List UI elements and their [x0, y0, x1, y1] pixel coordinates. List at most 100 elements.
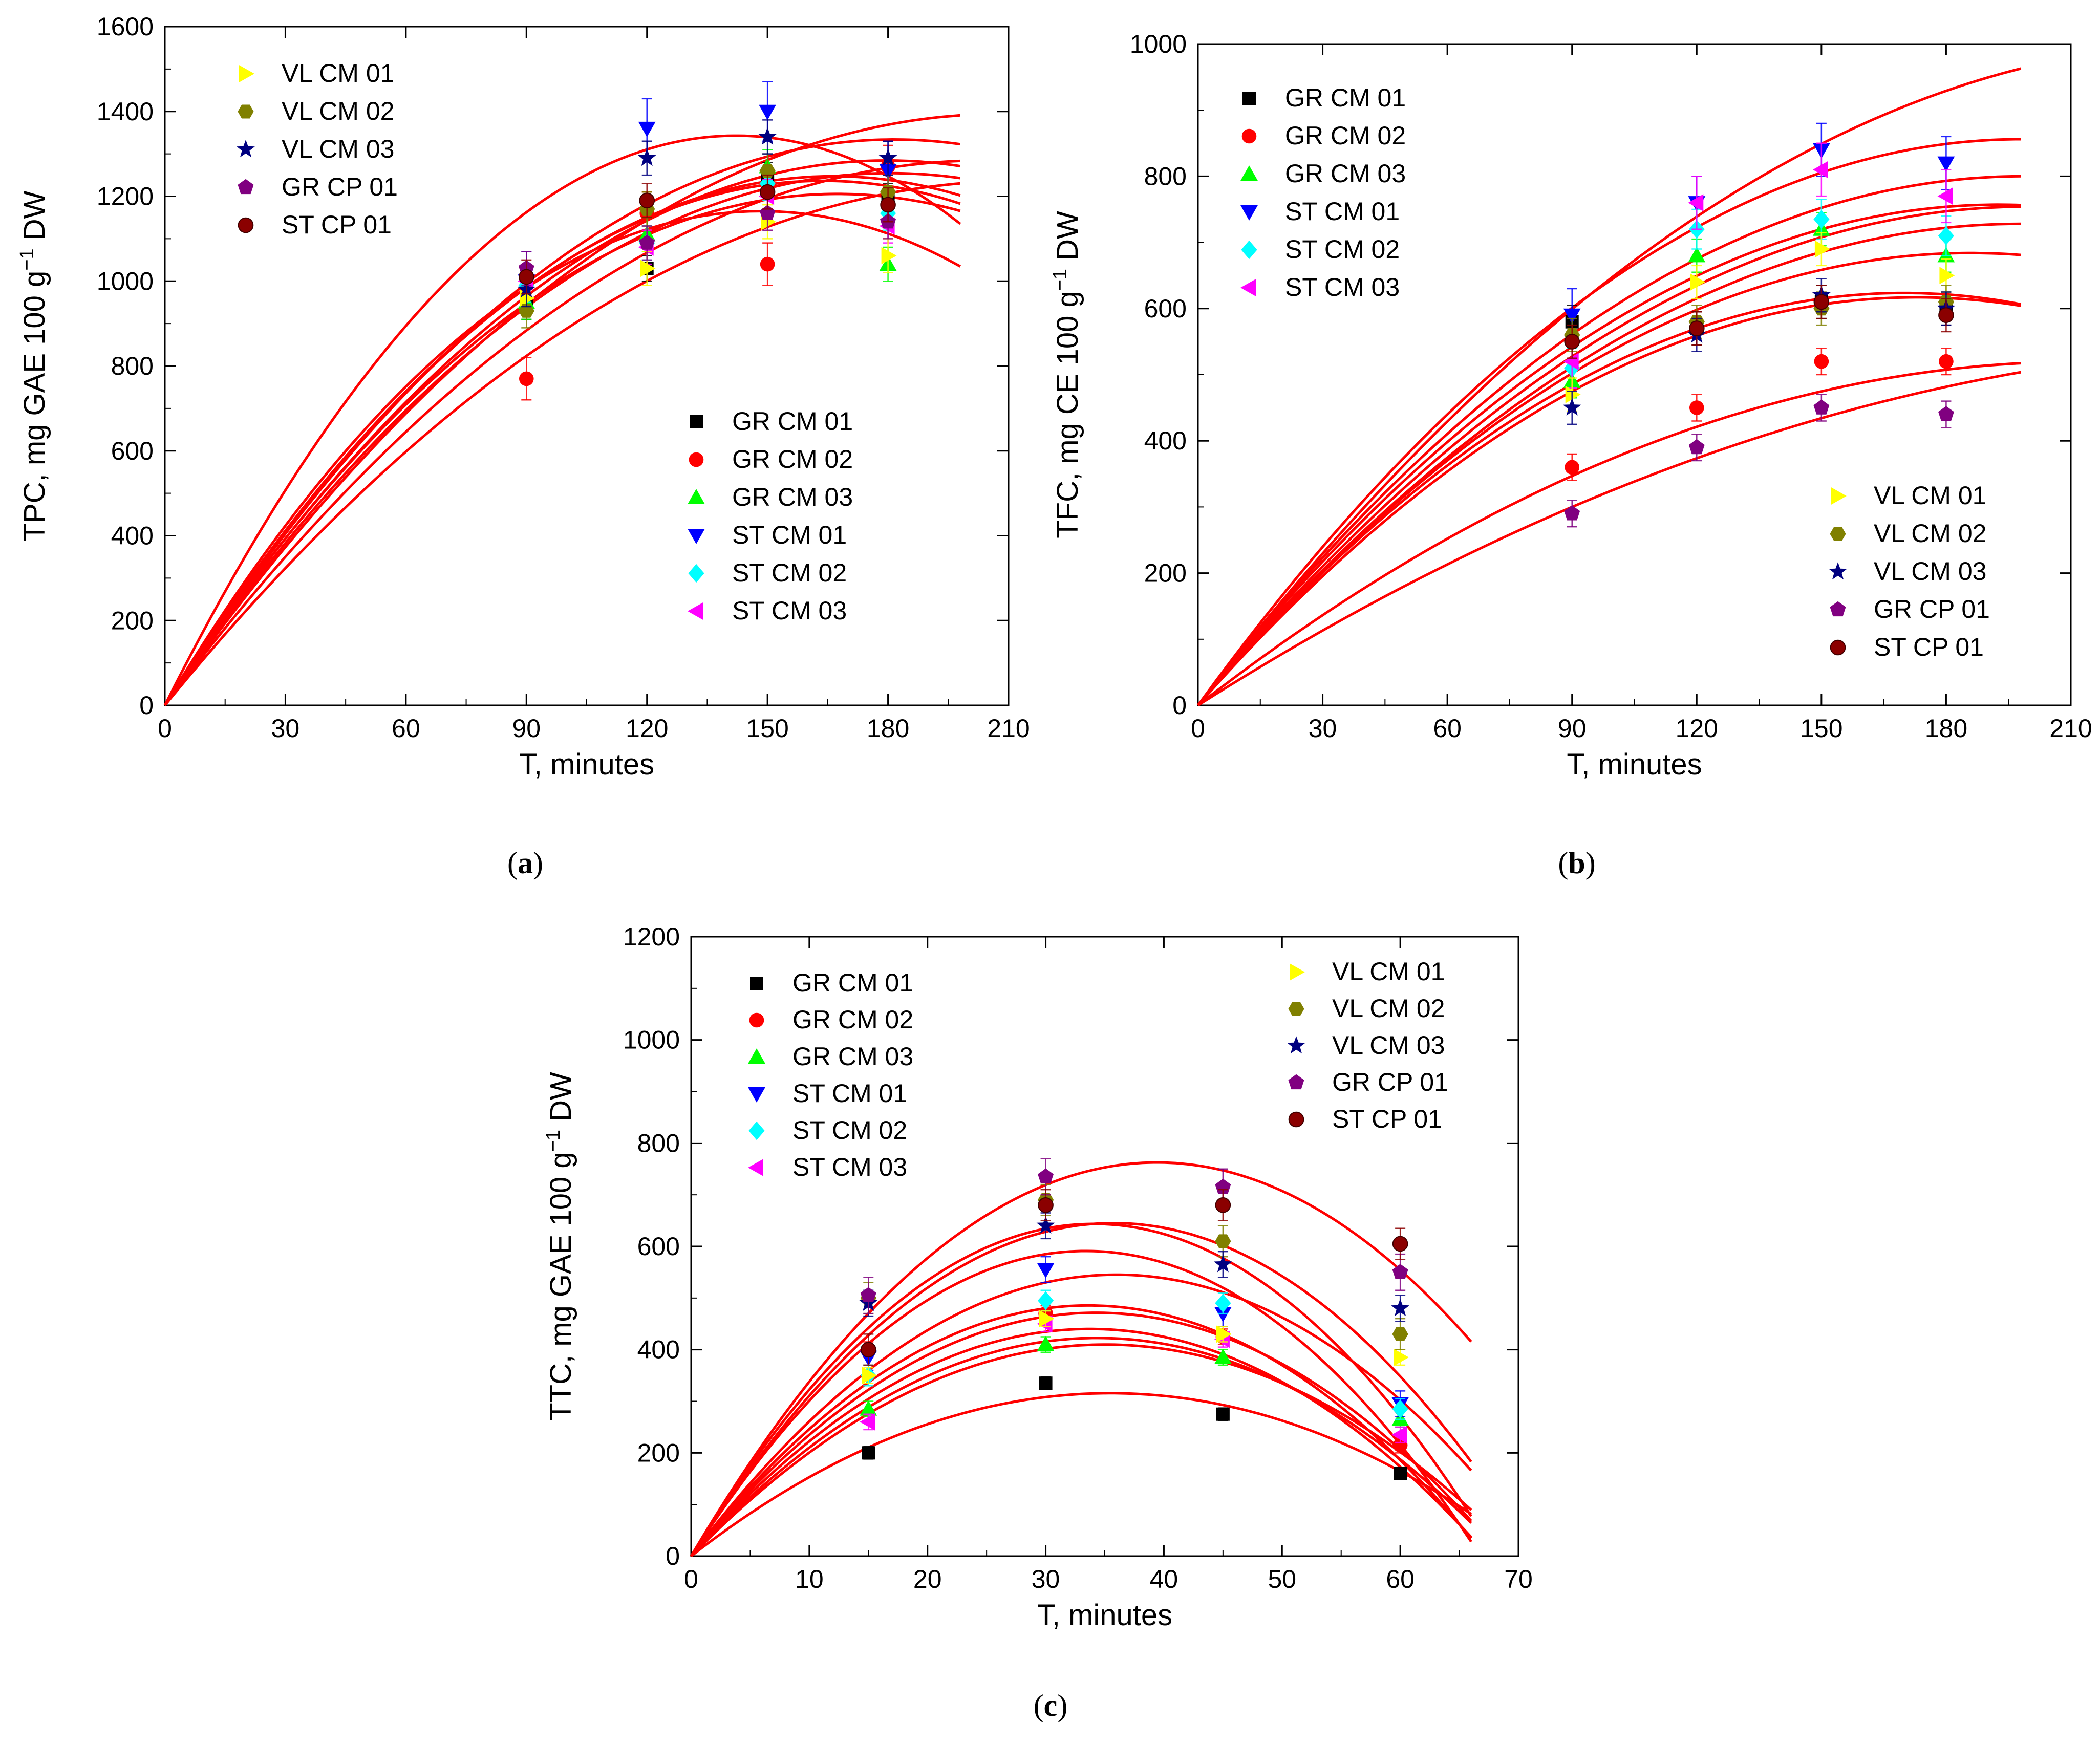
data-point — [1214, 1348, 1232, 1364]
legend-marker — [1240, 165, 1258, 181]
x-tick-label: 150 — [1800, 714, 1842, 743]
x-tick-label: 0 — [158, 714, 172, 743]
legend-label: ST CP 01 — [1332, 1105, 1442, 1133]
data-point — [1038, 1168, 1054, 1183]
y-axis-title-superscript: −1 — [16, 248, 38, 270]
data-point — [1392, 1399, 1408, 1418]
legend-marker — [238, 217, 254, 233]
x-axis-title: T, minutes — [519, 748, 654, 781]
data-point — [1216, 1325, 1232, 1343]
data-point — [519, 371, 534, 386]
data-point — [1038, 1197, 1054, 1213]
y-axis-title: TPC, mg GAE 100 g−1 DW — [16, 190, 51, 541]
data-point — [1214, 1307, 1232, 1322]
legend-label: ST CP 01 — [1874, 633, 1984, 661]
x-tick-label: 90 — [1558, 714, 1587, 743]
legend-marker — [239, 65, 254, 82]
data-point — [637, 148, 656, 166]
data-point — [1037, 1335, 1055, 1351]
legend-label: GR CM 02 — [792, 1005, 913, 1034]
legend-label: ST CM 01 — [792, 1079, 907, 1108]
legend-label: VL CM 01 — [282, 59, 394, 88]
legend-label: VL CM 01 — [1874, 481, 1986, 510]
data-point — [1688, 194, 1704, 211]
fit-curve — [1197, 67, 2022, 706]
y-axis-title-superscript: −1 — [543, 1130, 564, 1152]
panel-caption-paren-open: ( — [507, 846, 518, 880]
data-point — [518, 269, 534, 285]
legend-marker — [748, 1048, 765, 1064]
legend-label: ST CM 02 — [792, 1116, 907, 1145]
legend-label: GR CM 01 — [1285, 83, 1406, 112]
data-point — [860, 1342, 876, 1357]
chart-panel-c: 0 10 20 30 40 50 60 70 0 200 400 600 800 1000 1200 T, m… — [543, 922, 1533, 1722]
panel-caption-paren-close: ) — [1585, 846, 1596, 880]
legend-marker — [1240, 279, 1256, 296]
fit-curve — [690, 1343, 1472, 1557]
fit-curve — [163, 171, 961, 706]
legend-marker — [1287, 1036, 1305, 1054]
legend-marker — [1830, 601, 1846, 617]
data-point — [1394, 1467, 1407, 1480]
x-tick-label: 0 — [684, 1565, 698, 1593]
fit-curve — [690, 1249, 1472, 1557]
y-tick-label: 200 — [1144, 559, 1187, 588]
legend-label: GR CM 03 — [732, 483, 853, 511]
x-axis-title: T, minutes — [1037, 1599, 1172, 1632]
x-tick-label: 60 — [392, 714, 420, 743]
data-point — [860, 1287, 876, 1302]
panel-caption: (a) — [507, 846, 543, 880]
legend-marker — [1288, 1111, 1304, 1128]
y-tick-label: 1000 — [97, 267, 154, 295]
legend-marker — [748, 1121, 765, 1140]
legend-marker — [1241, 240, 1257, 260]
legend-marker — [689, 452, 704, 467]
data-point — [1038, 1291, 1054, 1310]
data-point — [1562, 398, 1581, 416]
fit-curve — [690, 1337, 1472, 1557]
legend: VL CM 01 VL CM 02 VL CM 03 GR CP 01 ST CP 01 — [1287, 957, 1448, 1133]
fit-curve — [163, 179, 961, 706]
data-point — [1037, 1263, 1055, 1279]
fit-curve — [690, 1161, 1472, 1557]
fit-curve — [1197, 371, 2022, 707]
legend-marker — [1829, 562, 1847, 580]
x-tick-label: 10 — [795, 1565, 824, 1593]
y-axis-title-tail: DW — [18, 190, 51, 248]
legend-label: VL CM 01 — [1332, 957, 1445, 986]
legend-label: GR CM 03 — [1285, 159, 1406, 188]
data-point — [1690, 273, 1706, 291]
fit-curve — [163, 138, 961, 706]
data-point — [1563, 308, 1581, 324]
data-point — [1813, 399, 1830, 415]
x-tick-label: 90 — [512, 714, 541, 743]
data-point — [1565, 385, 1581, 403]
data-point — [1392, 1236, 1408, 1252]
data-point — [1391, 1299, 1410, 1317]
y-axis-title: TTC, mg GAE 100 g−1 DW — [543, 1072, 577, 1421]
fit-curve — [164, 159, 960, 706]
y-tick-label: 0 — [139, 691, 154, 720]
plot-frame — [164, 26, 1010, 706]
legend-marker — [748, 1087, 765, 1103]
legend-label: VL CM 03 — [1332, 1031, 1445, 1060]
legend-label: VL CM 02 — [1874, 519, 1986, 548]
legend-label: ST CM 02 — [1285, 235, 1400, 264]
data-point — [518, 304, 534, 318]
legend-label: GR CP 01 — [282, 173, 398, 201]
fit-curve — [163, 192, 961, 706]
data-point — [1394, 1348, 1409, 1366]
legend-label: ST CM 03 — [792, 1153, 907, 1181]
legend-marker — [1830, 639, 1846, 656]
legend-marker — [1242, 92, 1256, 105]
data-point — [1939, 354, 1954, 369]
legend-marker — [688, 489, 705, 504]
chart-panel-a: 0 30 60 90 120 150 180 210 0 200 400 600 800 1000 1200… — [16, 12, 1030, 880]
data-point — [1814, 354, 1829, 369]
y-tick-label: 400 — [1144, 426, 1187, 455]
data-point — [1036, 1216, 1055, 1234]
x-tick-label: 40 — [1150, 1565, 1178, 1593]
panel-caption-letter: c — [1044, 1689, 1058, 1722]
legend-marker — [1831, 487, 1847, 505]
